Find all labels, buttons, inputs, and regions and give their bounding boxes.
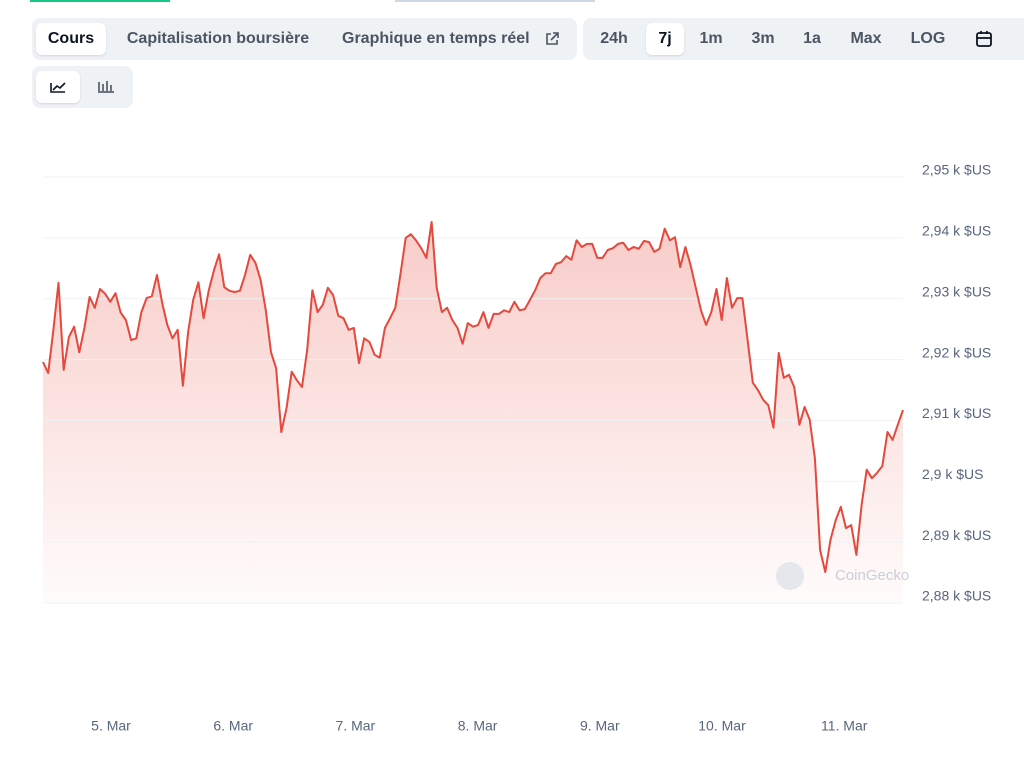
tab-button[interactable]: Cours <box>36 23 106 55</box>
x-tick-label: 7. Mar <box>336 718 376 734</box>
watermark: CoinGecko <box>835 567 909 584</box>
range-button[interactable]: 1a <box>803 30 821 47</box>
x-tick-label: 11. Mar <box>821 718 868 734</box>
tab-group: Cours Capitalisation boursière Graphique e… <box>32 18 577 60</box>
x-tick-label: 6. Mar <box>213 718 253 734</box>
watermark-logo <box>776 562 804 590</box>
y-tick-label: 2,88 k $US <box>922 588 991 604</box>
chart-style-group <box>32 66 133 108</box>
calendar-button[interactable] <box>969 23 999 55</box>
range-button[interactable]: 3m <box>751 30 775 47</box>
range-button[interactable]: Max <box>850 30 882 47</box>
calendar-icon <box>976 31 992 47</box>
y-tick-label: 2,95 k $US <box>922 162 991 178</box>
tab-button[interactable]: Graphique en temps réel <box>342 30 530 47</box>
y-tick-label: 2,94 k $US <box>922 223 991 239</box>
tab-underline <box>395 0 595 2</box>
y-tick-label: 2,91 k $US <box>922 405 991 421</box>
range-button[interactable]: 7j <box>646 23 684 55</box>
range-button[interactable]: 1m <box>699 30 723 47</box>
tab-button[interactable]: Capitalisation boursière <box>126 30 310 47</box>
x-tick-label: 5. Mar <box>91 718 131 734</box>
y-tick-label: 2,89 k $US <box>922 527 991 543</box>
external-link-icon <box>546 32 559 45</box>
y-tick-label: 2,9 k $US <box>922 466 983 482</box>
x-tick-label: 10. Mar <box>698 718 746 734</box>
x-tick-label: 9. Mar <box>580 718 620 734</box>
range-group: 24h 7j 1m 3m 1a Max LOG <box>583 18 1024 60</box>
y-tick-label: 2,92 k $US <box>922 344 991 360</box>
candle-style-button[interactable] <box>84 71 128 103</box>
range-button[interactable]: 24h <box>600 30 628 47</box>
x-tick-label: 8. Mar <box>458 718 498 734</box>
range-button[interactable]: LOG <box>910 30 946 47</box>
price-line <box>42 221 904 573</box>
line-style-button[interactable] <box>36 71 80 103</box>
price-area <box>43 222 903 603</box>
tab-underline <box>30 0 170 2</box>
y-tick-label: 2,93 k $US <box>922 283 991 299</box>
